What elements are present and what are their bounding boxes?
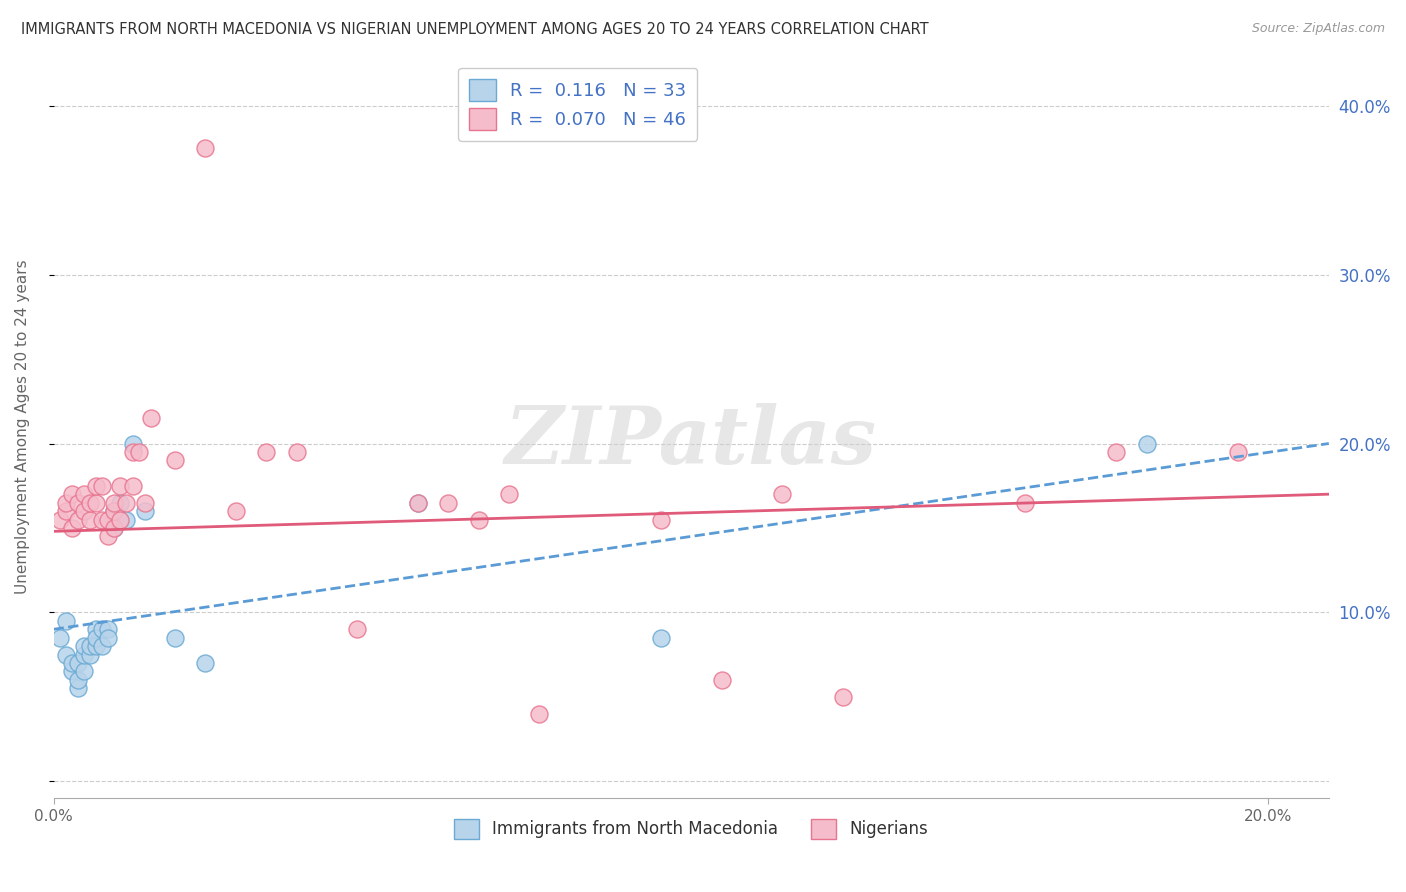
Point — [225, 504, 247, 518]
Point — [55, 504, 77, 518]
Point — [79, 495, 101, 509]
Y-axis label: Unemployment Among Ages 20 to 24 years: Unemployment Among Ages 20 to 24 years — [15, 260, 30, 594]
Point — [84, 639, 107, 653]
Point — [103, 495, 125, 509]
Point — [115, 495, 138, 509]
Point — [91, 479, 114, 493]
Point — [60, 656, 83, 670]
Point — [97, 631, 120, 645]
Point — [437, 495, 460, 509]
Point — [406, 495, 429, 509]
Point — [60, 521, 83, 535]
Text: ZIPatlas: ZIPatlas — [505, 403, 877, 480]
Point — [710, 673, 733, 687]
Point — [73, 487, 96, 501]
Point — [84, 622, 107, 636]
Point — [55, 614, 77, 628]
Point — [97, 529, 120, 543]
Point — [55, 648, 77, 662]
Point — [1014, 495, 1036, 509]
Point — [66, 673, 89, 687]
Point — [84, 631, 107, 645]
Point — [103, 512, 125, 526]
Point — [194, 141, 217, 155]
Point — [55, 495, 77, 509]
Point — [60, 487, 83, 501]
Point — [134, 495, 156, 509]
Point — [73, 504, 96, 518]
Point — [73, 665, 96, 679]
Point — [110, 512, 132, 526]
Point — [121, 445, 143, 459]
Point — [91, 512, 114, 526]
Point — [110, 495, 132, 509]
Point — [79, 512, 101, 526]
Point — [66, 495, 89, 509]
Point — [66, 656, 89, 670]
Point — [48, 631, 70, 645]
Point — [139, 411, 162, 425]
Point — [128, 445, 150, 459]
Text: IMMIGRANTS FROM NORTH MACEDONIA VS NIGERIAN UNEMPLOYMENT AMONG AGES 20 TO 24 YEA: IMMIGRANTS FROM NORTH MACEDONIA VS NIGER… — [21, 22, 929, 37]
Point — [110, 479, 132, 493]
Point — [1136, 436, 1159, 450]
Point — [110, 512, 132, 526]
Point — [406, 495, 429, 509]
Point — [1226, 445, 1249, 459]
Point — [165, 631, 187, 645]
Point — [48, 512, 70, 526]
Point — [121, 436, 143, 450]
Point — [97, 512, 120, 526]
Point — [194, 656, 217, 670]
Point — [650, 631, 672, 645]
Point — [115, 512, 138, 526]
Point — [121, 479, 143, 493]
Point — [103, 521, 125, 535]
Point — [498, 487, 520, 501]
Point — [103, 504, 125, 518]
Point — [103, 504, 125, 518]
Point — [97, 622, 120, 636]
Point — [60, 665, 83, 679]
Point — [91, 639, 114, 653]
Point — [134, 504, 156, 518]
Point — [346, 622, 368, 636]
Point — [770, 487, 793, 501]
Point — [84, 479, 107, 493]
Point — [84, 495, 107, 509]
Point — [79, 639, 101, 653]
Point — [91, 622, 114, 636]
Point — [79, 648, 101, 662]
Point — [832, 690, 855, 704]
Point — [529, 706, 551, 721]
Point — [165, 453, 187, 467]
Point — [73, 639, 96, 653]
Point — [66, 512, 89, 526]
Point — [103, 521, 125, 535]
Point — [467, 512, 489, 526]
Point — [73, 648, 96, 662]
Point — [650, 512, 672, 526]
Point — [285, 445, 308, 459]
Point — [254, 445, 277, 459]
Text: Source: ZipAtlas.com: Source: ZipAtlas.com — [1251, 22, 1385, 36]
Point — [1105, 445, 1128, 459]
Legend: Immigrants from North Macedonia, Nigerians: Immigrants from North Macedonia, Nigeria… — [447, 812, 935, 846]
Point — [66, 681, 89, 696]
